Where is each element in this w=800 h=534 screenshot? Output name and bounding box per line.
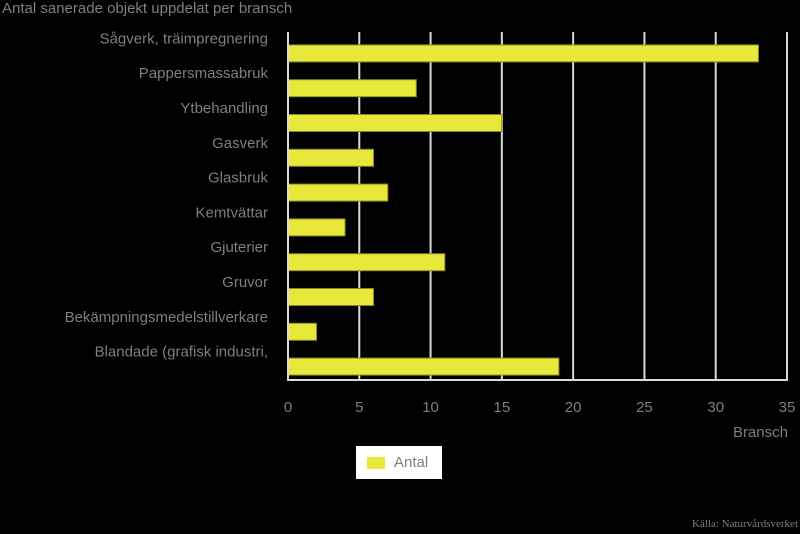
chart-title: Antal sanerade objekt uppdelat per brans… [2,0,293,17]
category-labels: Sågverk, träimpregnering Pappersmassabruk… [65,30,269,360]
bar [287,322,318,341]
category-label: Kemtvättar [195,204,268,221]
x-tick-label: 35 [779,399,796,416]
bar [287,148,375,167]
bar [287,357,560,376]
legend: Antal [356,446,442,479]
category-label: Gruvor [222,274,268,291]
category-label: Ytbehandling [180,100,268,117]
x-tick-label: 5 [355,399,363,416]
x-tick-label: 30 [707,399,724,416]
bar [287,183,389,202]
category-label: Sågverk, träimpregnering [100,30,268,47]
x-tick-label: 10 [422,399,439,416]
x-tick-label: 25 [636,399,653,416]
x-tick-labels: 0 5 10 15 20 25 30 35 [284,399,796,416]
bar [287,114,503,132]
legend-label: Antal [394,454,429,471]
axes [287,32,788,381]
bar [287,79,417,98]
bar [287,288,375,306]
bars [287,44,759,376]
category-label: Glasbruk [208,170,269,187]
category-label: Gasverk [212,135,268,152]
gridlines [358,32,788,380]
category-label: Blandade (grafisk industri, [95,344,268,361]
category-label: Gjuterier [210,239,268,256]
x-tick-label: 20 [565,399,582,416]
category-label: Pappersmassabruk [139,65,269,82]
source-note: Källa: Naturvårdsverket [692,518,798,530]
x-axis-label: Bransch [733,424,788,441]
bar [287,253,446,272]
bar [287,44,759,63]
bar [287,218,346,237]
x-tick-label: 15 [494,399,511,416]
category-label: Bekämpningsmedelstillverkare [65,309,268,326]
x-tick-label: 0 [284,399,292,416]
legend-swatch [367,457,385,469]
